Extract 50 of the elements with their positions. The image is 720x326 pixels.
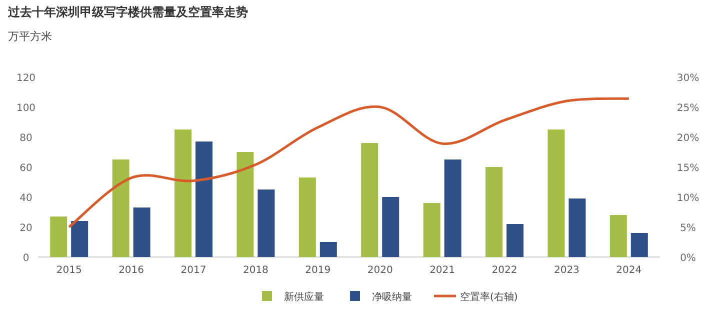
bar xyxy=(258,190,275,257)
bar xyxy=(133,208,150,257)
bar xyxy=(112,160,130,257)
x-tick-label: 2019 xyxy=(305,265,331,276)
y2-tick-label: 25% xyxy=(676,103,700,114)
bar xyxy=(423,203,440,257)
x-tick-label: 2018 xyxy=(242,265,268,276)
y2-tick-label: 15% xyxy=(676,163,700,174)
y2-tick-label: 5% xyxy=(680,223,696,234)
bar xyxy=(196,142,212,257)
y-tick-label: 20 xyxy=(20,223,32,234)
x-tick-label: 2016 xyxy=(118,265,144,276)
y-tick-label: 100 xyxy=(16,103,36,114)
legend-label: 净吸纳量 xyxy=(372,291,412,303)
bar xyxy=(298,178,316,257)
bar xyxy=(236,152,254,257)
bar xyxy=(71,221,88,257)
y-tick-label: 0 xyxy=(22,253,30,264)
y2-tick-label: 20% xyxy=(676,133,700,144)
y2-tick-label: 0% xyxy=(680,253,696,264)
x-tick-label: 2017 xyxy=(180,265,206,276)
bar xyxy=(486,167,502,257)
chart-title: 过去十年深圳甲级写字楼供需量及空置率走势 xyxy=(7,5,248,19)
bar xyxy=(548,130,565,257)
bar xyxy=(320,242,337,257)
bar xyxy=(568,198,586,257)
x-tick-label: 2015 xyxy=(56,265,82,276)
y2-tick-label: 10% xyxy=(676,193,700,204)
bar xyxy=(444,160,462,257)
x-tick-label: 2021 xyxy=(430,265,456,276)
y-tick-label: 60 xyxy=(20,163,32,174)
bar xyxy=(361,143,378,257)
y-tick-label: 40 xyxy=(20,193,32,204)
bar xyxy=(174,130,192,257)
legend-label: 空置率(右轴) xyxy=(460,291,518,303)
legend-label: 新供应量 xyxy=(284,291,324,303)
bar xyxy=(506,224,524,257)
y-tick-label: 80 xyxy=(20,133,32,144)
y2-tick-label: 30% xyxy=(676,73,700,84)
bar xyxy=(50,216,68,257)
y-tick-label: 120 xyxy=(16,73,36,84)
x-tick-label: 2024 xyxy=(616,265,642,276)
x-tick-label: 2023 xyxy=(554,265,580,276)
x-tick-label: 2020 xyxy=(367,265,393,276)
bar xyxy=(382,197,400,257)
line-series xyxy=(68,97,630,228)
bar xyxy=(610,215,627,257)
bar xyxy=(630,233,648,257)
x-tick-label: 2022 xyxy=(492,265,518,276)
y-axis-title: 万平方米 xyxy=(8,30,52,43)
